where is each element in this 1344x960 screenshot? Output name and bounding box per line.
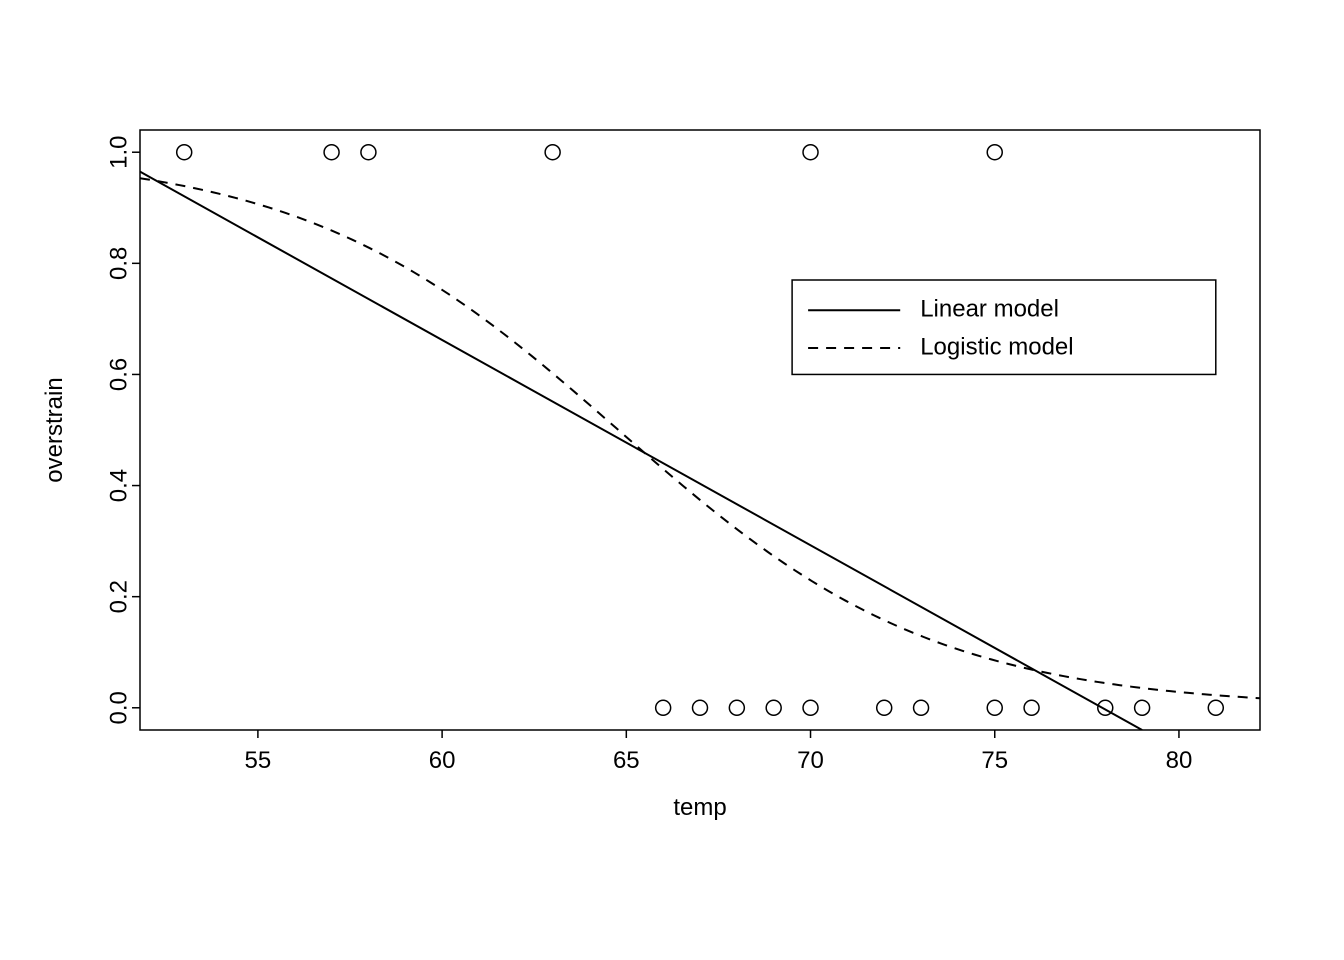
data-point — [914, 700, 929, 715]
x-tick-label: 65 — [613, 747, 640, 774]
lines-group — [140, 172, 1260, 730]
x-axis-label: temp — [673, 794, 726, 821]
data-point — [987, 145, 1002, 160]
data-point — [877, 700, 892, 715]
logistic-model-line — [140, 178, 1260, 698]
data-point — [1208, 700, 1223, 715]
x-tick-label: 75 — [981, 747, 1008, 774]
data-point — [693, 700, 708, 715]
legend-logistic-label: Logistic model — [920, 333, 1073, 360]
data-point — [656, 700, 671, 715]
y-tick-label: 0.4 — [105, 469, 132, 502]
data-point — [1135, 700, 1150, 715]
x-tick-label: 55 — [245, 747, 272, 774]
data-point — [987, 700, 1002, 715]
y-axis-label: overstrain — [41, 377, 68, 482]
y-tick-label: 0.2 — [105, 580, 132, 613]
y-tick-label: 1.0 — [105, 136, 132, 169]
x-tick-label: 80 — [1166, 747, 1193, 774]
data-point — [729, 700, 744, 715]
data-point — [803, 145, 818, 160]
data-point — [545, 145, 560, 160]
data-point — [177, 145, 192, 160]
y-tick-label: 0.8 — [105, 247, 132, 280]
legend-linear-label: Linear model — [920, 296, 1059, 323]
plot-border — [140, 130, 1260, 730]
regression-chart: 55 60 65 70 75 80 0.0 0.2 0.4 0.6 0.8 1.0 temp overst… — [0, 0, 1344, 960]
data-point — [1024, 700, 1039, 715]
y-tick-label: 0.0 — [105, 691, 132, 724]
y-tick-label: 0.6 — [105, 358, 132, 391]
data-point — [1098, 700, 1113, 715]
x-tick-label: 70 — [797, 747, 824, 774]
data-point — [324, 145, 339, 160]
x-tick-label: 60 — [429, 747, 456, 774]
data-point — [803, 700, 818, 715]
data-point — [766, 700, 781, 715]
data-point — [361, 145, 376, 160]
